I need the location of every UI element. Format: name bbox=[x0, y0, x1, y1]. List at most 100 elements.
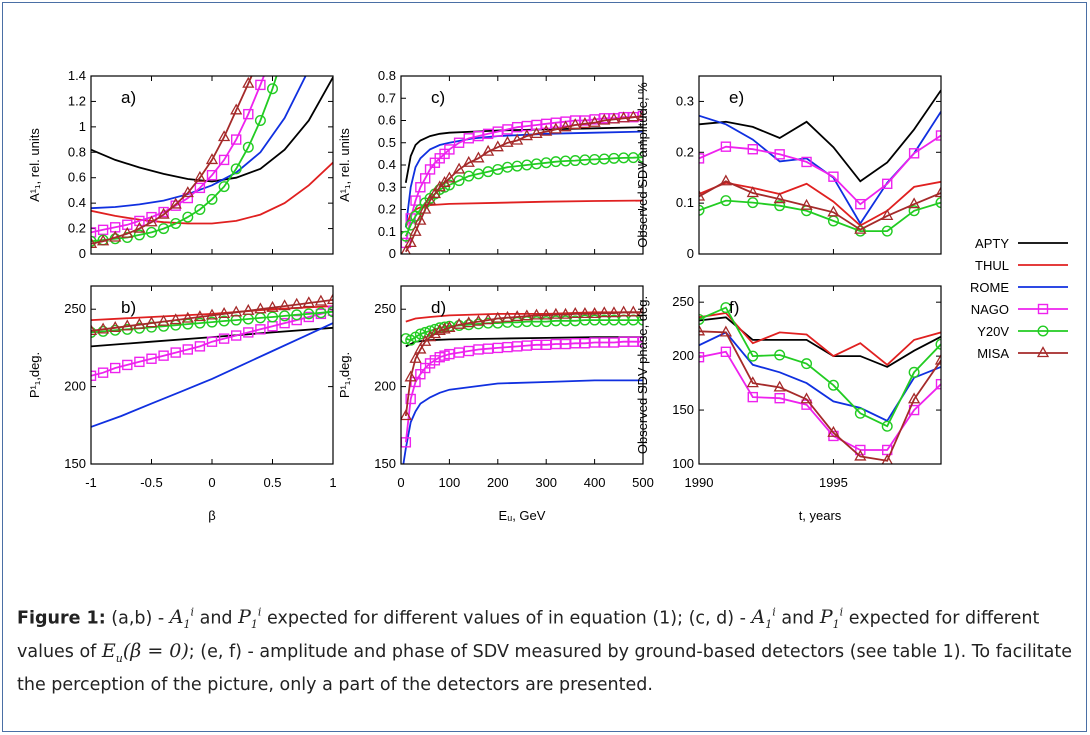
marker-triangle bbox=[746, 376, 759, 388]
marker-triangle bbox=[549, 307, 562, 319]
marker-circle bbox=[720, 302, 732, 314]
marker-triangle bbox=[414, 213, 427, 225]
series-line-misa bbox=[699, 330, 941, 462]
y-tick-label: 0.2 bbox=[68, 221, 86, 236]
marker-circle bbox=[170, 217, 182, 229]
marker-triangle bbox=[588, 307, 601, 319]
marker-triangle bbox=[1036, 346, 1050, 358]
marker-triangle bbox=[800, 392, 813, 404]
marker-circle bbox=[854, 225, 866, 237]
marker-square bbox=[170, 347, 181, 358]
marker-triangle bbox=[414, 342, 427, 354]
y-tick-label: 150 bbox=[64, 456, 86, 471]
marker-square bbox=[218, 333, 230, 344]
y-tick-label: 0 bbox=[79, 246, 86, 261]
marker-square bbox=[637, 336, 643, 347]
marker-square bbox=[206, 169, 218, 181]
marker-circle bbox=[637, 314, 643, 326]
marker-triangle bbox=[699, 324, 706, 336]
marker-square bbox=[230, 330, 242, 341]
marker-triangle bbox=[109, 320, 122, 332]
marker-circle bbox=[881, 225, 893, 237]
series-line-thul bbox=[699, 312, 941, 366]
marker-square bbox=[243, 108, 254, 120]
x-axis-label: t, years bbox=[799, 508, 842, 523]
marker-triangle bbox=[491, 311, 504, 323]
marker-circle bbox=[774, 200, 786, 212]
marker-triangle bbox=[854, 449, 867, 461]
y-axis-label: P¹₁,deg. bbox=[337, 352, 352, 398]
marker-circle bbox=[854, 407, 866, 419]
marker-circle bbox=[182, 211, 194, 223]
marker-square bbox=[134, 356, 145, 368]
series-line-misa bbox=[699, 180, 941, 231]
marker-triangle bbox=[462, 316, 475, 328]
y-axis-label: Observed SDV amplitude, % bbox=[635, 82, 650, 248]
series-line-nago bbox=[699, 134, 941, 206]
marker-triangle bbox=[540, 308, 553, 320]
marker-triangle bbox=[598, 113, 611, 125]
series-line-y20v bbox=[699, 199, 941, 233]
y-tick-label: 150 bbox=[672, 402, 694, 417]
caption-part4: ; (e, f) - amplitude and phase of SDV me… bbox=[17, 642, 1073, 695]
marker-triangle bbox=[302, 296, 315, 308]
x-tick-label: -0.5 bbox=[140, 475, 162, 490]
marker-square bbox=[699, 352, 705, 363]
marker-square bbox=[134, 215, 145, 227]
panel-label: c) bbox=[431, 88, 445, 107]
marker-triangle bbox=[881, 453, 893, 464]
marker-triangle bbox=[773, 192, 786, 204]
marker-triangle bbox=[443, 320, 456, 332]
marker-triangle bbox=[773, 380, 786, 392]
panel-frame bbox=[400, 75, 644, 255]
marker-triangle bbox=[607, 306, 621, 318]
marker-triangle bbox=[266, 300, 279, 312]
marker-circle bbox=[424, 325, 436, 337]
series-line-rome bbox=[404, 130, 643, 228]
y-tick-label: 250 bbox=[64, 301, 86, 316]
marker-triangle bbox=[423, 330, 437, 342]
caption-part2: expected for different values of in equa… bbox=[261, 608, 752, 629]
marker-square bbox=[801, 156, 812, 168]
marker-circle bbox=[443, 179, 455, 191]
marker-circle bbox=[206, 316, 218, 328]
series-line-nago bbox=[91, 76, 265, 234]
marker-triangle bbox=[91, 324, 98, 336]
marker-triangle bbox=[530, 308, 543, 320]
y-tick-label: 0.6 bbox=[378, 113, 396, 128]
marker-triangle bbox=[193, 170, 207, 182]
marker-circle bbox=[218, 181, 230, 193]
caption-and2: and bbox=[775, 608, 820, 629]
series-line-rome bbox=[699, 111, 941, 226]
marker-square bbox=[97, 224, 109, 236]
y-tick-label: 200 bbox=[672, 348, 694, 363]
marker-triangle bbox=[559, 307, 572, 319]
marker-triangle bbox=[157, 207, 170, 219]
x-axis-label: Eᵤ, GeV bbox=[499, 508, 546, 523]
marker-circle bbox=[414, 328, 426, 340]
marker-triangle bbox=[157, 314, 170, 326]
marker-triangle bbox=[511, 133, 524, 145]
marker-triangle bbox=[607, 112, 621, 124]
x-tick-label: 0 bbox=[208, 475, 215, 490]
series-line-thul bbox=[91, 161, 333, 225]
marker-triangle bbox=[205, 308, 219, 320]
marker-circle bbox=[291, 309, 303, 321]
marker-square bbox=[91, 227, 97, 238]
panel-frame bbox=[90, 285, 334, 465]
y-tick-label: 0.3 bbox=[676, 93, 694, 108]
marker-circle bbox=[774, 349, 786, 361]
marker-triangle bbox=[428, 187, 441, 199]
marker-triangle bbox=[881, 209, 894, 221]
marker-triangle bbox=[520, 129, 533, 141]
marker-circle bbox=[315, 307, 327, 319]
marker-triangle bbox=[559, 120, 572, 132]
marker-circle bbox=[881, 420, 893, 432]
marker-square bbox=[182, 344, 194, 355]
marker-square bbox=[218, 154, 230, 166]
marker-triangle bbox=[249, 64, 259, 73]
marker-triangle bbox=[636, 109, 643, 121]
y-tick-label: 250 bbox=[374, 301, 396, 316]
marker-square bbox=[935, 130, 941, 141]
